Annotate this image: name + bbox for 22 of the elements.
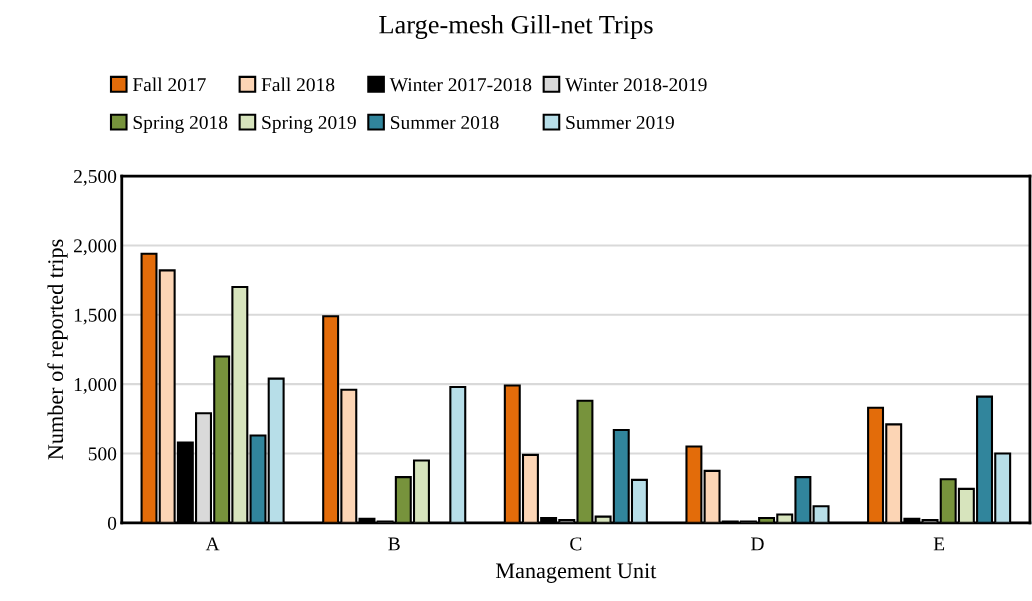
legend-label: Fall 2018: [261, 77, 335, 92]
x-tick-label: C: [570, 537, 582, 551]
legend-label: Winter 2017-2018: [389, 78, 532, 92]
x-tick-label: A: [205, 537, 220, 551]
y-tick-label: 2,500: [74, 169, 117, 186]
legend-label: Fall 2017: [132, 77, 206, 92]
legend-label: Spring 2019: [262, 115, 356, 134]
x-axis-title: Management Unit: [495, 563, 657, 583]
y-axis-title: Number of reported trips: [47, 239, 68, 460]
y-tick-label: 500: [88, 447, 117, 461]
chart-title: Large-mesh Gill-net Trips: [379, 15, 653, 40]
x-tick-label: B: [388, 537, 400, 551]
legend-label: Summer 2018: [390, 115, 499, 130]
y-tick-label: 2,000: [74, 239, 117, 256]
x-tick-label: D: [751, 537, 764, 551]
x-tick-label: E: [933, 537, 945, 551]
y-tick-label: 0: [107, 516, 117, 530]
legend-label: Summer 2019: [566, 115, 674, 130]
legend-label: Winter 2018-2019: [565, 78, 707, 92]
legend-label: Spring 2018: [133, 115, 228, 134]
y-tick-label: 1,500: [74, 308, 117, 325]
y-tick-label: 1,000: [74, 377, 117, 394]
